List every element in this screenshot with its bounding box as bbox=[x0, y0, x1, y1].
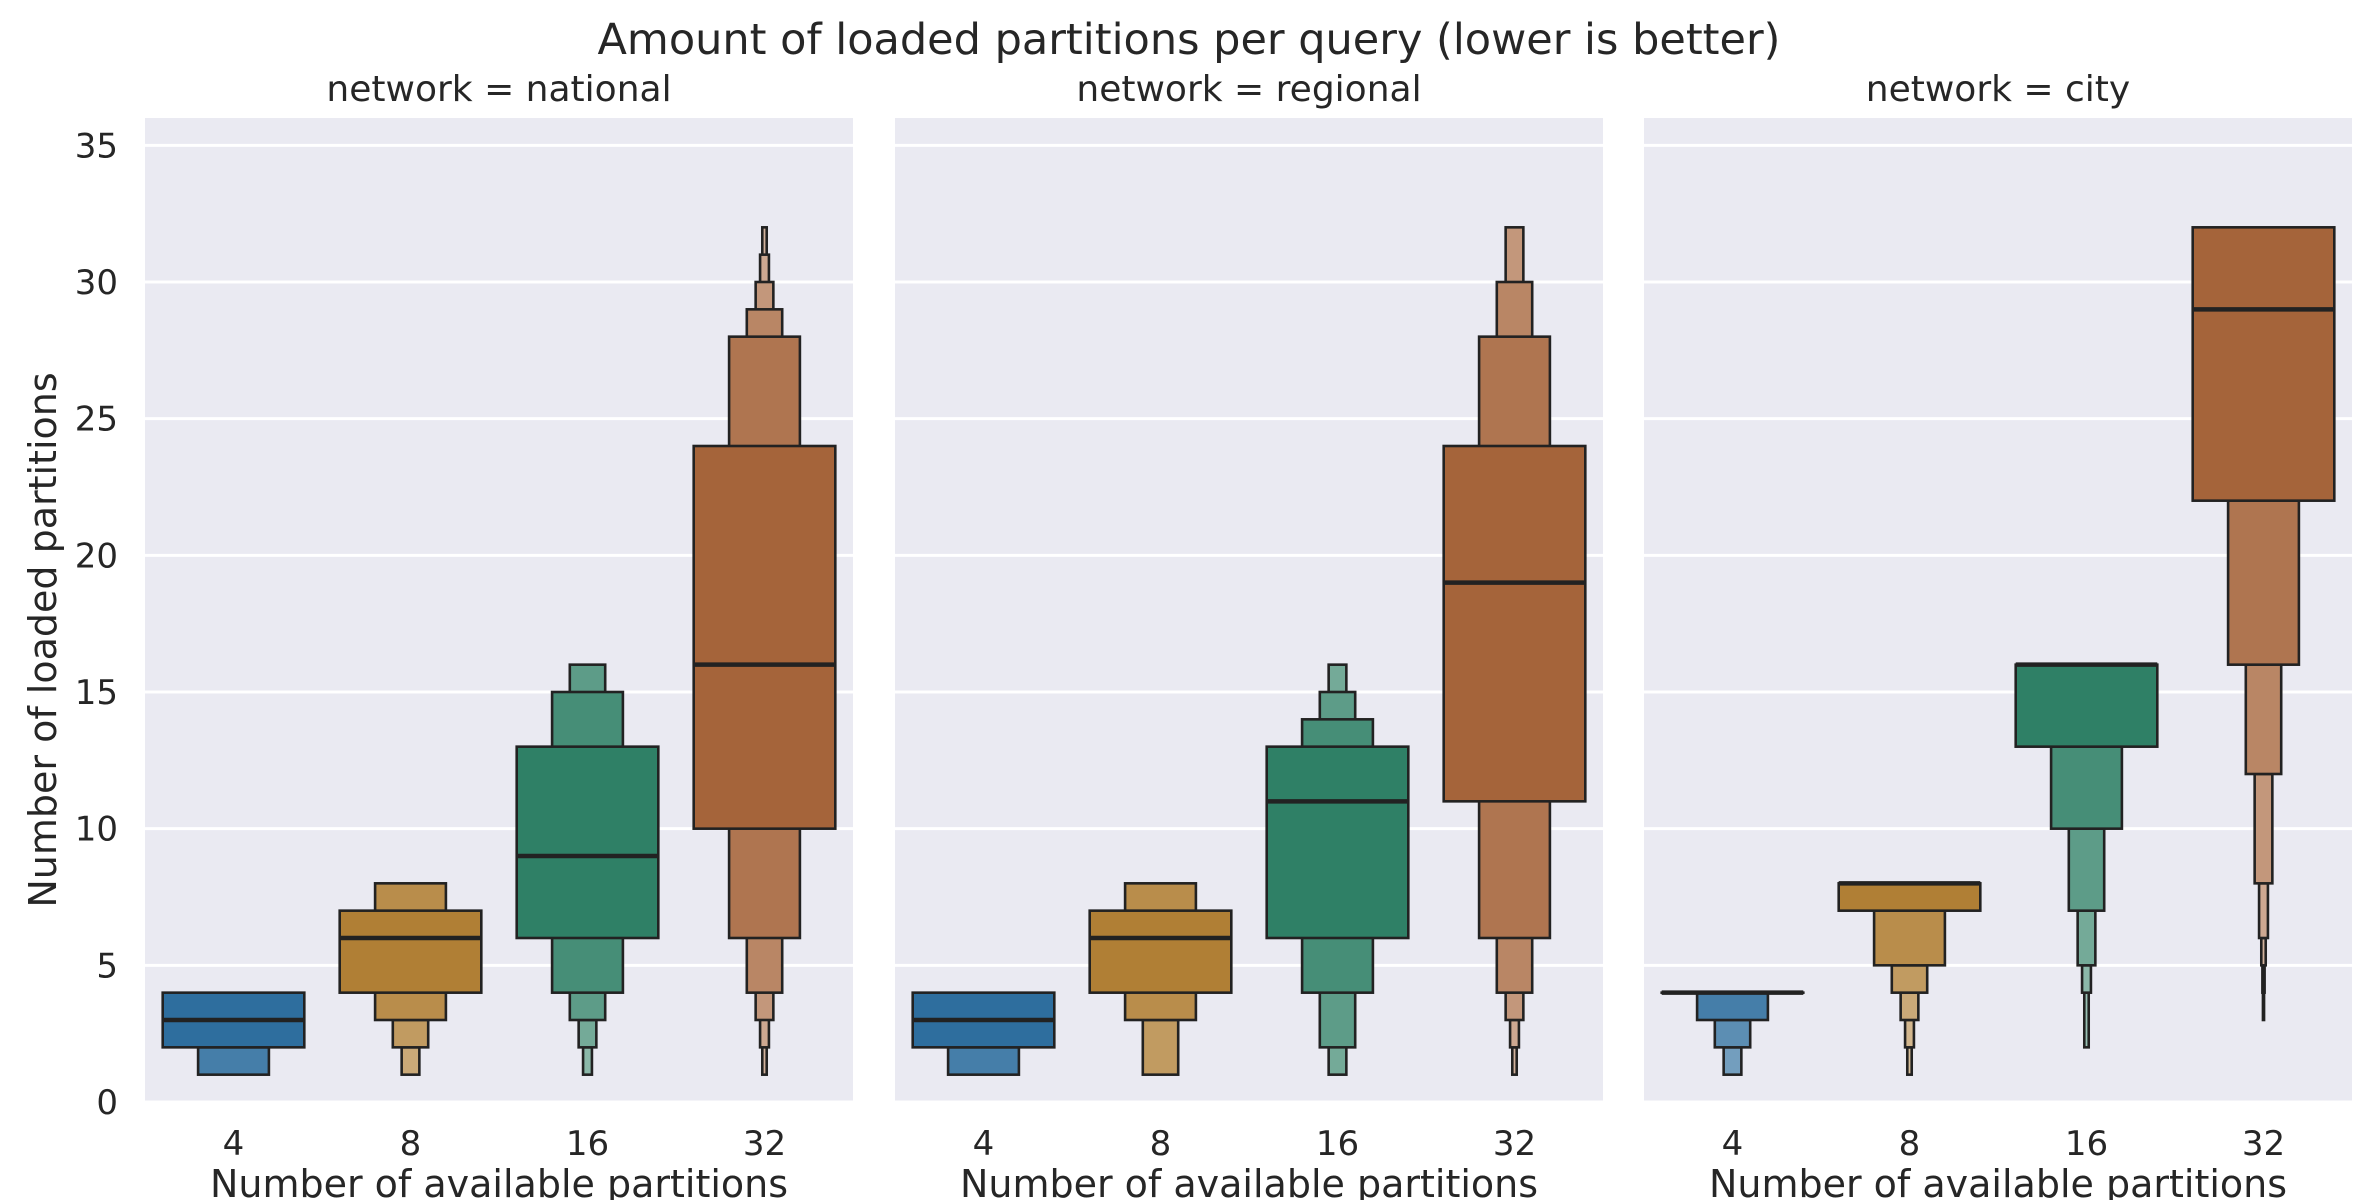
x-tick-label: 4 bbox=[1722, 1124, 1744, 1164]
x-tick-label: 16 bbox=[566, 1124, 609, 1164]
box-16-level-4 bbox=[577, 1018, 598, 1049]
box-8-level-1 bbox=[1837, 882, 1982, 912]
box-32-level-6 bbox=[1510, 1046, 1519, 1076]
box-32-level-5 bbox=[2257, 882, 2270, 940]
box-4-level-2 bbox=[946, 1046, 1021, 1076]
box-16-level-1 bbox=[2014, 663, 2159, 748]
box-8-level-6 bbox=[1905, 1046, 1914, 1076]
box-8-level-4 bbox=[400, 1046, 421, 1076]
x-tick-label: 32 bbox=[1493, 1124, 1536, 1164]
box-32-level-1 bbox=[2191, 226, 2336, 502]
x-axis-label: Number of available partitions bbox=[960, 1162, 1538, 1200]
box-4-level-2 bbox=[196, 1046, 271, 1076]
facet-title: network = national bbox=[326, 69, 671, 110]
x-tick-label: 8 bbox=[1899, 1124, 1921, 1164]
box-32-level-8 bbox=[2261, 991, 2266, 1022]
box-16-level-1 bbox=[515, 745, 660, 940]
facet-title: network = city bbox=[1866, 69, 2130, 110]
box-8-level-3 bbox=[1890, 964, 1929, 994]
box-32-level-5 bbox=[1508, 1018, 1521, 1049]
box-4-level-4 bbox=[1722, 1046, 1743, 1076]
y-tick-label: 25 bbox=[75, 400, 118, 440]
y-axis-label: Number of loaded partitions bbox=[21, 372, 65, 907]
y-tick-label: 35 bbox=[75, 126, 118, 166]
box-8-level-1 bbox=[1088, 909, 1233, 994]
facet-title: network = regional bbox=[1076, 69, 1421, 110]
x-tick-label: 16 bbox=[1316, 1124, 1359, 1164]
y-tick-label: 5 bbox=[96, 946, 118, 986]
y-tick-label: 20 bbox=[75, 536, 118, 576]
box-8-level-2 bbox=[1872, 909, 1947, 967]
box-16-level-2 bbox=[2049, 745, 2124, 830]
y-tick-label: 30 bbox=[75, 263, 118, 303]
x-tick-label: 8 bbox=[1150, 1124, 1172, 1164]
box-32-level-7 bbox=[2261, 964, 2266, 994]
box-16-level-1 bbox=[1265, 745, 1410, 940]
y-tick-label: 0 bbox=[96, 1083, 118, 1123]
box-16-level-3 bbox=[2067, 827, 2106, 912]
box-4-level-2 bbox=[1695, 991, 1770, 1022]
box-32-level-1 bbox=[692, 444, 837, 830]
box-32-level-1 bbox=[1442, 444, 1587, 803]
box-8-level-1 bbox=[338, 909, 483, 994]
y-tick-label: 10 bbox=[75, 810, 118, 850]
x-tick-label: 4 bbox=[223, 1124, 245, 1164]
x-tick-label: 16 bbox=[2065, 1124, 2108, 1164]
box-32-level-3 bbox=[2244, 663, 2283, 776]
box-16-level-5 bbox=[581, 1046, 594, 1076]
box-16-level-5 bbox=[2080, 964, 2093, 994]
x-tick-label: 4 bbox=[973, 1124, 995, 1164]
x-axis-label: Number of available partitions bbox=[1709, 1162, 2287, 1200]
box-8-level-3 bbox=[391, 1018, 430, 1049]
x-tick-label: 32 bbox=[2242, 1124, 2285, 1164]
box-8-level-5 bbox=[1903, 1018, 1916, 1049]
box-16-level-4 bbox=[2076, 909, 2097, 967]
x-tick-label: 32 bbox=[743, 1124, 786, 1164]
box-8-level-4 bbox=[1899, 991, 1920, 1022]
box-4-level-3 bbox=[1713, 1018, 1752, 1049]
chart-title: Amount of loaded partitions per query (l… bbox=[598, 15, 1781, 65]
box-32-level-2 bbox=[2226, 499, 2301, 666]
box-16-level-6 bbox=[2082, 991, 2091, 1049]
box-8-level-3 bbox=[1141, 1018, 1180, 1076]
box-32-level-6 bbox=[2259, 936, 2268, 967]
x-axis-label: Number of available partitions bbox=[210, 1162, 788, 1200]
box-32-level-4 bbox=[2253, 772, 2274, 885]
y-tick-label: 15 bbox=[75, 673, 118, 713]
x-tick-label: 8 bbox=[400, 1124, 422, 1164]
